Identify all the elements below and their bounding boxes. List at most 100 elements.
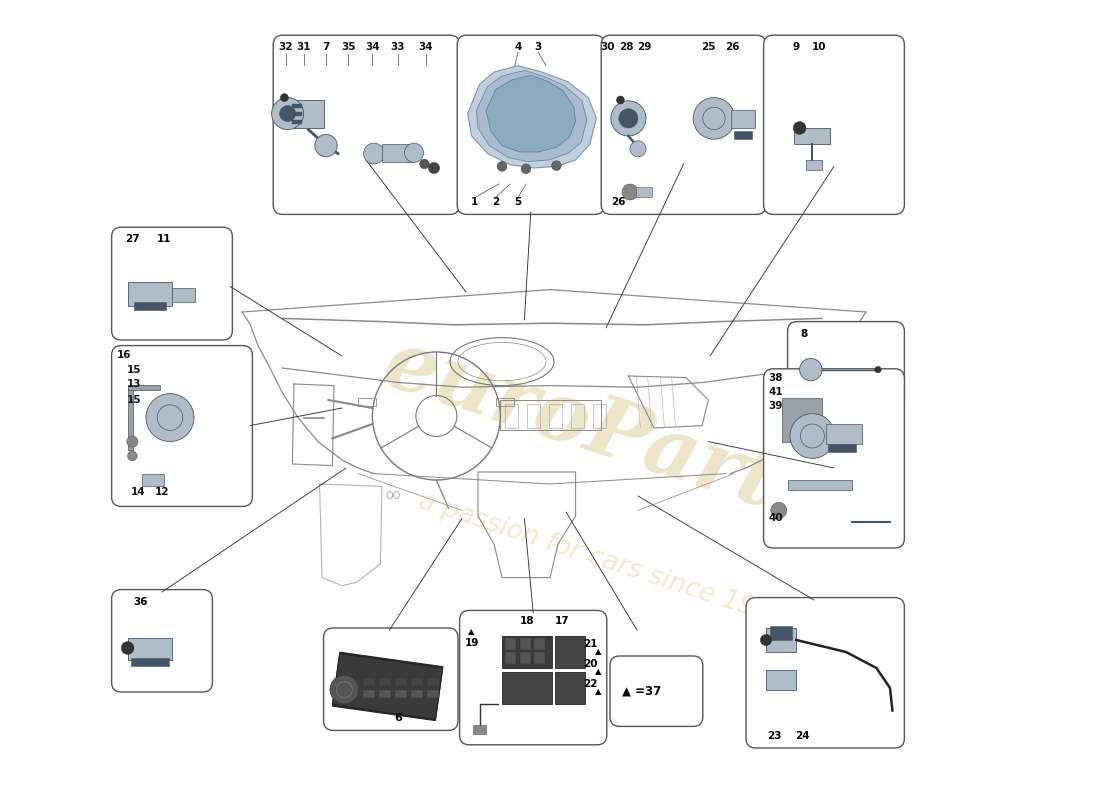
Bar — [502, 672, 551, 704]
Bar — [505, 638, 516, 650]
Bar — [285, 100, 324, 128]
Bar — [794, 128, 830, 144]
Text: 36: 36 — [133, 597, 147, 606]
Circle shape — [771, 502, 786, 518]
Polygon shape — [332, 654, 442, 719]
Circle shape — [693, 98, 735, 139]
Text: 26: 26 — [725, 42, 739, 52]
Polygon shape — [476, 70, 586, 162]
FancyBboxPatch shape — [323, 628, 458, 730]
Text: 30: 30 — [601, 42, 615, 52]
Text: 2: 2 — [492, 198, 499, 207]
Bar — [549, 404, 562, 428]
Bar — [131, 658, 169, 666]
Text: 28: 28 — [618, 42, 634, 52]
Text: 6: 6 — [394, 714, 402, 723]
Text: 20: 20 — [583, 659, 597, 669]
Bar — [826, 424, 862, 444]
Bar — [332, 652, 443, 721]
Text: 16: 16 — [117, 350, 132, 360]
Circle shape — [790, 414, 835, 458]
FancyBboxPatch shape — [763, 35, 904, 214]
Circle shape — [126, 436, 138, 447]
Bar — [395, 690, 407, 698]
FancyBboxPatch shape — [460, 610, 607, 745]
Text: 13: 13 — [126, 379, 141, 389]
Circle shape — [800, 358, 822, 381]
Text: ▲ =37: ▲ =37 — [621, 685, 661, 698]
Bar — [505, 652, 516, 664]
Text: 21: 21 — [583, 639, 597, 649]
Bar — [293, 120, 303, 124]
Bar — [378, 678, 390, 686]
FancyBboxPatch shape — [273, 35, 460, 214]
Circle shape — [419, 159, 429, 169]
Bar — [636, 187, 651, 197]
Text: 38: 38 — [768, 373, 783, 382]
Circle shape — [330, 675, 359, 704]
Text: 23: 23 — [767, 731, 781, 741]
Bar — [427, 678, 439, 686]
Text: a passion for cars since 1985: a passion for cars since 1985 — [416, 488, 790, 632]
Bar — [378, 690, 390, 698]
Circle shape — [619, 109, 638, 128]
Text: 11: 11 — [157, 234, 172, 244]
Text: 5: 5 — [515, 198, 521, 207]
Text: 1: 1 — [471, 198, 478, 207]
Circle shape — [497, 162, 507, 171]
Text: 39: 39 — [769, 402, 783, 411]
Bar — [427, 690, 439, 698]
Bar — [142, 474, 164, 486]
FancyBboxPatch shape — [458, 35, 604, 214]
Text: 7: 7 — [322, 42, 330, 52]
Text: 18: 18 — [519, 616, 534, 626]
Bar — [734, 131, 751, 139]
Text: 40: 40 — [768, 514, 783, 523]
Text: 31: 31 — [296, 42, 311, 52]
Circle shape — [128, 451, 138, 461]
Bar — [293, 104, 303, 108]
Text: 24: 24 — [794, 731, 810, 741]
Bar — [519, 638, 531, 650]
Bar — [782, 398, 822, 442]
Circle shape — [621, 184, 638, 200]
Bar — [789, 480, 852, 490]
Bar — [363, 678, 375, 686]
Bar — [770, 626, 792, 640]
FancyBboxPatch shape — [602, 35, 766, 214]
Circle shape — [280, 94, 288, 102]
Bar — [128, 386, 133, 450]
Text: 17: 17 — [554, 616, 570, 626]
Text: 41: 41 — [768, 387, 783, 397]
Text: 8: 8 — [801, 329, 808, 338]
Bar — [496, 398, 514, 406]
Bar — [358, 398, 375, 406]
Circle shape — [610, 101, 646, 136]
Bar — [766, 628, 796, 652]
FancyBboxPatch shape — [610, 656, 703, 726]
Circle shape — [793, 122, 806, 134]
Text: 29: 29 — [637, 42, 651, 52]
Bar — [534, 652, 546, 664]
Text: euroParts: euroParts — [373, 323, 833, 541]
Text: 22: 22 — [583, 679, 597, 689]
Text: 10: 10 — [812, 42, 826, 52]
Text: 32: 32 — [278, 42, 294, 52]
FancyBboxPatch shape — [763, 369, 904, 548]
Text: 35: 35 — [341, 42, 355, 52]
Bar — [554, 636, 585, 668]
FancyBboxPatch shape — [746, 598, 904, 748]
Text: 14: 14 — [131, 487, 145, 497]
Circle shape — [551, 161, 561, 170]
Polygon shape — [468, 66, 596, 168]
Text: 4: 4 — [515, 42, 521, 52]
Bar — [519, 652, 531, 664]
Bar — [363, 690, 375, 698]
Circle shape — [630, 141, 646, 157]
Bar — [473, 725, 486, 734]
Circle shape — [121, 642, 134, 654]
Text: 9: 9 — [793, 42, 800, 52]
Text: 19: 19 — [464, 638, 478, 648]
Text: 15: 15 — [126, 395, 141, 405]
Bar — [382, 144, 414, 162]
